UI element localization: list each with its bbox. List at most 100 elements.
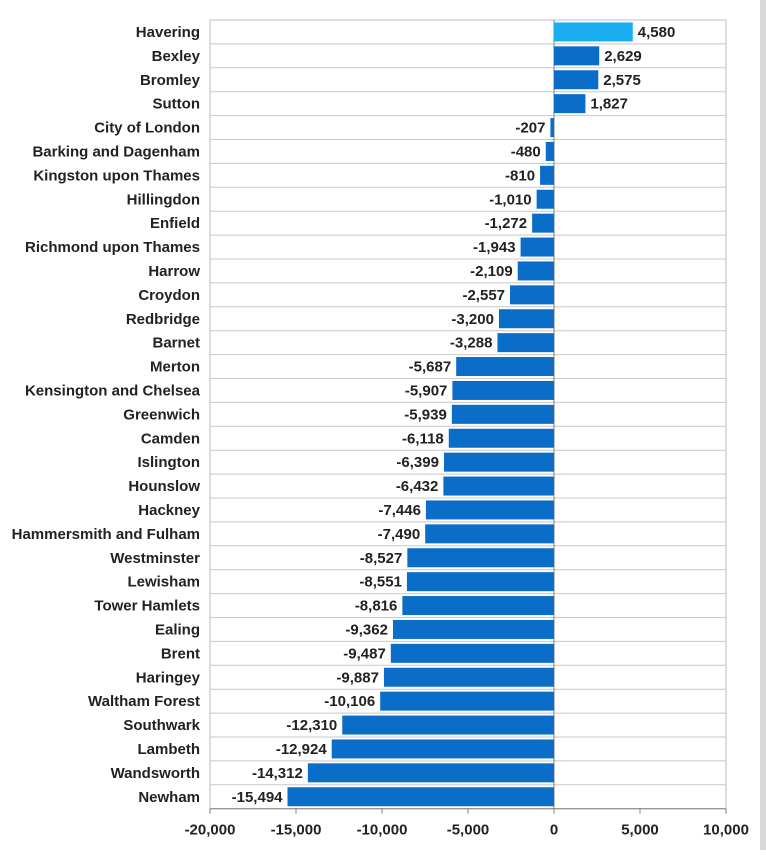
data-label: -6,432 — [396, 478, 439, 495]
data-label: 1,827 — [590, 96, 628, 113]
bar — [443, 452, 554, 472]
data-label: -207 — [515, 120, 545, 137]
data-label: -10,106 — [324, 693, 375, 710]
bar — [406, 572, 554, 592]
category-label: Redbridge — [126, 311, 200, 328]
bar — [456, 357, 554, 377]
category-label: Kingston upon Thames — [33, 167, 200, 184]
data-label: -15,494 — [232, 789, 284, 806]
bar — [342, 715, 554, 735]
category-label: Camden — [141, 430, 200, 447]
data-label: -5,939 — [404, 406, 447, 423]
data-label: -5,687 — [409, 359, 452, 376]
bar — [497, 333, 554, 353]
data-label: -7,490 — [378, 526, 421, 543]
category-label: Lambeth — [137, 741, 200, 758]
data-label: -9,487 — [343, 645, 386, 662]
bar — [554, 70, 599, 90]
bar — [407, 548, 554, 568]
category-label: Sutton — [153, 96, 200, 113]
category-label: Kensington and Chelsea — [25, 382, 201, 399]
data-label: -3,200 — [451, 311, 494, 328]
category-label: Barnet — [152, 335, 200, 352]
bar — [443, 476, 554, 496]
data-label: -1,010 — [489, 191, 532, 208]
x-tick-label: 5,000 — [621, 822, 659, 839]
bar — [510, 285, 554, 305]
category-label: Croydon — [138, 287, 200, 304]
bar — [554, 94, 586, 114]
bar — [383, 667, 554, 687]
category-label: Harrow — [148, 263, 200, 280]
bar — [392, 619, 554, 639]
category-label: Ealing — [155, 621, 200, 638]
category-label: Haringey — [136, 669, 201, 686]
data-label: -8,551 — [359, 574, 402, 591]
data-label: -9,887 — [336, 669, 379, 686]
data-label: -8,527 — [360, 550, 403, 567]
category-label: Barking and Dagenham — [32, 143, 200, 160]
x-tick-label: -5,000 — [447, 822, 490, 839]
category-label: Bexley — [152, 48, 201, 65]
data-label: 4,580 — [638, 24, 676, 41]
x-tick-label: -15,000 — [271, 822, 322, 839]
category-label: Hammersmith and Fulham — [12, 526, 200, 543]
data-label: 2,575 — [603, 72, 641, 89]
bar — [390, 643, 554, 663]
category-label: Hounslow — [128, 478, 200, 495]
bar — [425, 500, 554, 520]
data-label: -810 — [505, 167, 535, 184]
category-label: Newham — [138, 789, 200, 806]
bar — [532, 213, 554, 233]
category-label: Bromley — [140, 72, 201, 89]
data-label: -480 — [511, 143, 541, 160]
data-label: -2,109 — [470, 263, 513, 280]
data-label: -3,288 — [450, 335, 493, 352]
category-label: Enfield — [150, 215, 200, 232]
bar — [554, 46, 600, 66]
category-label: Hillingdon — [127, 191, 200, 208]
category-label: Tower Hamlets — [94, 598, 200, 615]
category-label: City of London — [94, 120, 200, 137]
category-label: Hackney — [138, 502, 200, 519]
bar — [425, 524, 554, 544]
bar — [550, 118, 554, 138]
bar — [545, 141, 554, 161]
category-label: Greenwich — [123, 406, 200, 423]
data-label: 2,629 — [604, 48, 642, 65]
bar — [451, 404, 554, 424]
bar — [554, 22, 633, 42]
category-label: Richmond upon Thames — [25, 239, 200, 256]
bar — [498, 309, 554, 329]
category-label: Westminster — [110, 550, 200, 567]
bar — [307, 763, 554, 783]
bar — [331, 739, 554, 759]
category-label: Waltham Forest — [88, 693, 200, 710]
data-label: -6,399 — [396, 454, 439, 471]
data-label: -5,907 — [405, 382, 448, 399]
x-tick-label: 0 — [550, 822, 558, 839]
data-label: -12,924 — [276, 741, 328, 758]
x-tick-label: -10,000 — [357, 822, 408, 839]
category-label: Lewisham — [127, 574, 200, 591]
data-label: -1,272 — [485, 215, 528, 232]
bar — [517, 261, 554, 281]
bar — [402, 596, 554, 616]
category-label: Merton — [150, 359, 200, 376]
bar — [287, 787, 554, 807]
bar — [380, 691, 554, 711]
category-label: Wandsworth — [111, 765, 200, 782]
data-label: -12,310 — [286, 717, 337, 734]
x-tick-label: 10,000 — [703, 822, 749, 839]
data-label: -7,446 — [378, 502, 421, 519]
category-label: Brent — [161, 645, 200, 662]
bar — [452, 380, 554, 400]
data-label: -6,118 — [402, 430, 444, 447]
data-label: -9,362 — [345, 621, 388, 638]
bar — [448, 428, 554, 448]
data-label: -1,943 — [473, 239, 516, 256]
bar — [520, 237, 554, 257]
data-label: -14,312 — [252, 765, 303, 782]
